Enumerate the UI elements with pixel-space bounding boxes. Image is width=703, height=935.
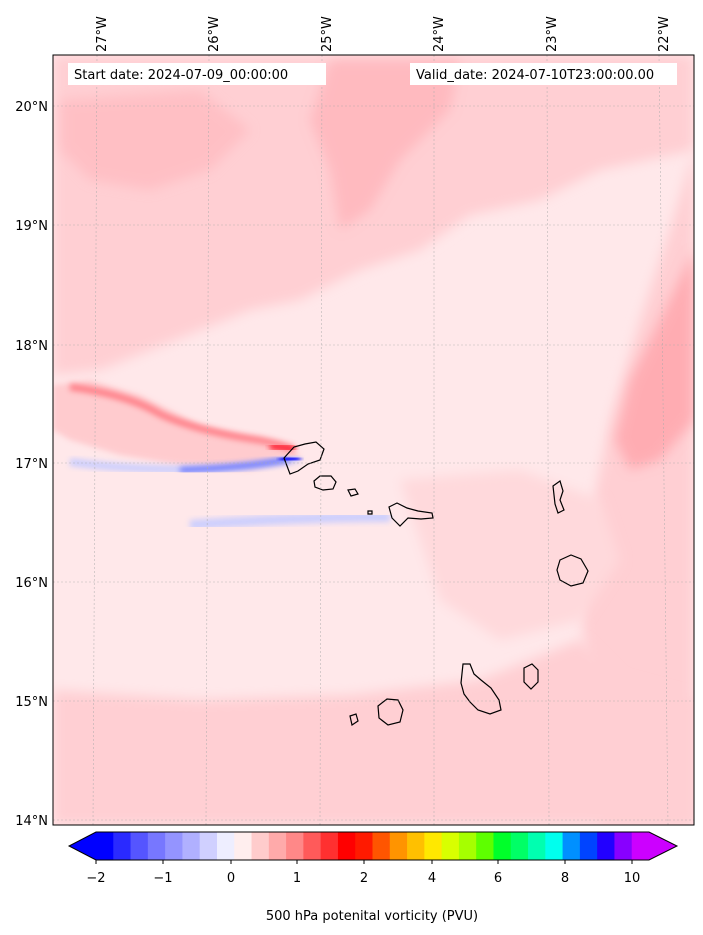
island-santa-luzia — [347, 488, 359, 497]
island-raso — [367, 510, 373, 515]
colorbar-cell — [631, 832, 650, 860]
start-date-box — [68, 63, 326, 85]
lat-tick-label: 15°N — [15, 695, 48, 710]
pv-streamer — [53, 380, 391, 530]
valid-date-text: Valid_date: 2024-07-10T23:00:00.00 — [416, 68, 654, 83]
lon-tick-label: 23°W — [545, 16, 560, 52]
colorbar-cell — [113, 832, 132, 860]
lat-tick-label: 16°N — [15, 576, 48, 591]
island-maio — [523, 663, 539, 690]
streamer-red-max — [269, 442, 296, 453]
colorbar-cell — [268, 832, 287, 860]
start-date-text: Start date: 2024-07-09_00:00:00 — [74, 68, 288, 83]
pv-contour-center — [400, 470, 620, 640]
map-panel: Start date: 2024-07-09_00:00:00 Valid_da… — [52, 54, 695, 826]
colorbar-tick-label: −1 — [153, 871, 172, 886]
colorbar-cell — [355, 832, 373, 860]
lat-tick-label: 17°N — [15, 457, 48, 472]
colorbar-tick-label: 1 — [293, 871, 301, 886]
colorbar-tick-label: 2 — [360, 871, 368, 886]
colorbar-tick-labels: −2 −1 0 1 2 4 6 8 10 — [86, 871, 640, 886]
colorbar-cell — [96, 832, 114, 860]
colorbar-cell — [510, 832, 529, 860]
colorbar-cell — [528, 832, 546, 860]
streamer-band-outer — [53, 380, 300, 470]
colorbar-tick-label: 0 — [227, 871, 235, 886]
lat-tick-label: 19°N — [15, 219, 48, 234]
colorbar-cell — [337, 832, 356, 860]
colorbar-cell — [562, 832, 581, 860]
island-sao-nicolau — [388, 502, 434, 527]
island-sao-vicente — [313, 475, 337, 491]
coastlines — [283, 441, 589, 726]
lon-tick-label: 22°W — [657, 16, 672, 52]
lat-tick-labels: 20°N 19°N 18°N 17°N 16°N 15°N 14°N — [15, 100, 48, 829]
colorbar-cell — [441, 832, 460, 860]
colorbar-tick-label: −2 — [86, 871, 105, 886]
pv-contour-northwest — [60, 90, 250, 190]
colorbar-cell — [216, 832, 235, 860]
pv-contour-east-strong — [615, 250, 694, 470]
colorbar-cell — [199, 832, 218, 860]
colorbar-cell — [407, 832, 425, 860]
colorbar-ticks — [95, 860, 633, 864]
colorbar-extend-high — [649, 832, 677, 860]
colorbar-tick-label: 10 — [624, 871, 641, 886]
colorbar-cell — [251, 832, 270, 860]
colorbar-cell — [458, 832, 477, 860]
gridlines — [53, 55, 694, 825]
streamer-blue-max — [279, 454, 301, 464]
colorbar-cell — [130, 832, 149, 860]
map-frame — [52, 54, 695, 826]
colorbar-extend-low — [69, 832, 96, 860]
colorbar-cell — [493, 832, 512, 860]
colorbar-cell — [303, 832, 322, 860]
island-boa-vista — [556, 554, 589, 587]
lon-tick-label: 26°W — [207, 16, 222, 52]
lon-tick-label: 24°W — [432, 16, 447, 52]
colorbar-cell — [614, 832, 633, 860]
colorbar-tick-label: 4 — [428, 871, 436, 886]
colorbar-cell — [165, 832, 183, 860]
colorbar-cell — [389, 832, 408, 860]
lon-tick-labels: 27°W 26°W 25°W 24°W 23°W 22°W — [95, 16, 672, 52]
pv-field — [53, 55, 694, 825]
colorbar-cell — [372, 832, 391, 860]
colorbar-outline — [67, 831, 679, 861]
colorbar-cell — [182, 832, 201, 860]
island-brava — [349, 713, 359, 726]
colorbar-label: 500 hPa potenital vorticity (PVU) — [266, 909, 478, 924]
lat-tick-label: 14°N — [15, 814, 48, 829]
colorbar-cell — [579, 832, 598, 860]
header: Start date: 2024-07-09_00:00:00 Valid_da… — [68, 63, 677, 85]
island-sal — [552, 480, 565, 514]
colorbar-cells — [96, 832, 650, 860]
lon-tick-label: 27°W — [95, 16, 110, 52]
lon-tick-label: 25°W — [320, 16, 335, 52]
colorbar-cell — [597, 832, 615, 860]
island-santo-antao — [283, 441, 325, 475]
colorbar-cell — [147, 832, 166, 860]
colorbar-tick-label: 8 — [561, 871, 569, 886]
colorbar-cell — [545, 832, 564, 860]
lat-tick-label: 18°N — [15, 339, 48, 354]
colorbar-tick-label: 6 — [494, 871, 502, 886]
colorbar-cell — [424, 832, 443, 860]
lat-tick-label: 20°N — [15, 100, 48, 115]
colorbar-cell — [476, 832, 494, 860]
colorbar-cell — [234, 832, 253, 860]
pv-contour-north-strong — [310, 60, 460, 230]
island-santiago — [460, 663, 502, 715]
island-fogo — [377, 698, 404, 726]
colorbar-cell — [320, 832, 339, 860]
colorbar: −2 −1 0 1 2 4 6 8 10 500 hPa potenital v… — [67, 831, 679, 924]
streamer-blue-tail — [189, 512, 391, 530]
valid-date-box — [410, 63, 677, 85]
colorbar-cell — [286, 832, 304, 860]
